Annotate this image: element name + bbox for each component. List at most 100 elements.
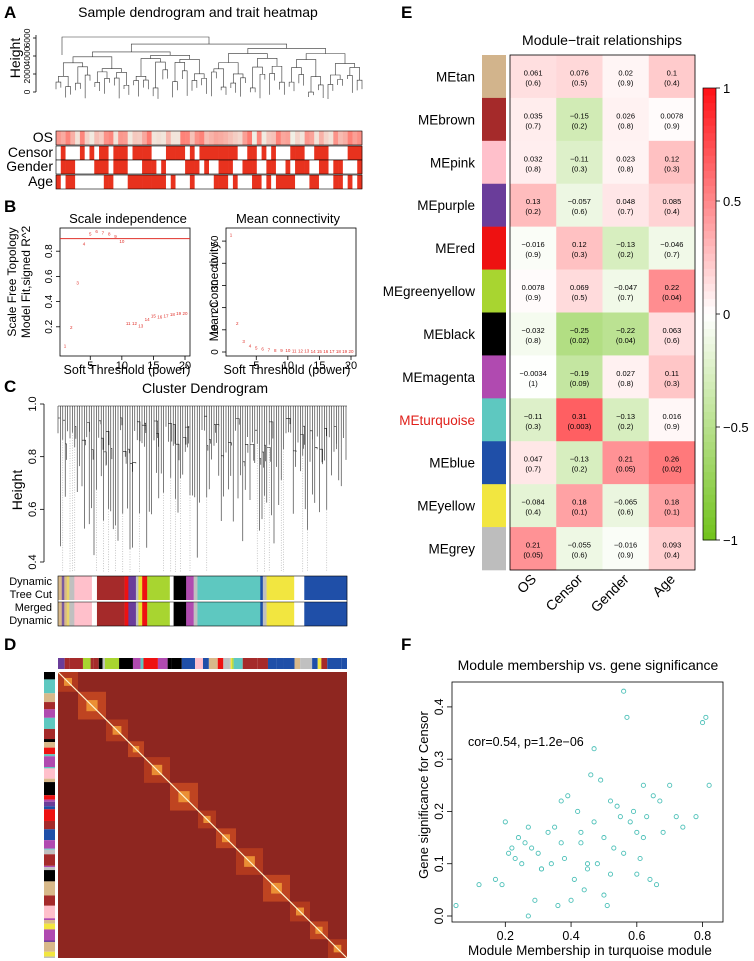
scale-independence-ytick-label: 0.6 bbox=[44, 269, 55, 283]
scatter-point bbox=[578, 840, 584, 846]
panel-b: B Scale independence Scale Free Topology… bbox=[4, 197, 357, 377]
merged-dynamic-segment bbox=[260, 602, 264, 626]
trait-cell bbox=[228, 146, 234, 160]
panel-e-letter: E bbox=[401, 3, 412, 22]
heatmap-cell-pvalue: (0.8) bbox=[618, 379, 634, 388]
trait-column-label-os: OS bbox=[514, 571, 540, 597]
trait-cell bbox=[108, 131, 114, 145]
trait-cell bbox=[299, 131, 305, 145]
colorbar-step bbox=[703, 201, 716, 210]
trait-cell bbox=[204, 131, 210, 145]
trait-cell bbox=[175, 146, 181, 160]
heatmap-cell bbox=[602, 97, 649, 142]
trait-cell bbox=[122, 175, 129, 189]
heatmap-cell bbox=[602, 183, 649, 227]
heatmap-cell bbox=[556, 55, 603, 99]
scale-independence-xlabel: Soft Threshold (power) bbox=[64, 363, 191, 377]
cluster-ytick-label: 0.4 bbox=[27, 554, 39, 569]
trait-cell bbox=[142, 160, 148, 174]
scatter-point bbox=[693, 814, 699, 820]
colorbar-step bbox=[703, 419, 716, 428]
heatmap-cell-pvalue: (0.6) bbox=[525, 78, 541, 87]
colorbar-step bbox=[703, 148, 716, 157]
colorbar-step bbox=[703, 517, 716, 526]
tom-top-strip-segment bbox=[195, 658, 203, 669]
scatter-correlation-annotation: cor=0.54, p=1.2e−06 bbox=[468, 735, 584, 749]
colorbar-tick-label: −0.5 bbox=[723, 420, 749, 435]
panel-a-sample-dendrogram bbox=[55, 36, 363, 99]
scatter-point bbox=[630, 808, 637, 815]
trait-cell bbox=[275, 160, 282, 174]
trait-cell bbox=[199, 160, 205, 174]
module-color-swatch bbox=[482, 484, 506, 528]
heatmap-cell-pvalue: (0.3) bbox=[525, 422, 541, 431]
mean-connectivity-point: 15 bbox=[317, 349, 323, 354]
trait-cell bbox=[118, 146, 124, 160]
panel-c: C Cluster Dendrogram Height 0.4 0.6 0.8 1.0… bbox=[4, 377, 348, 627]
tom-top-strip-segment bbox=[69, 658, 83, 669]
trait-cell bbox=[357, 160, 363, 174]
scatter-point bbox=[512, 855, 518, 862]
dynamic-tree-cut-segment bbox=[58, 576, 62, 600]
trait-cell bbox=[252, 160, 258, 174]
heatmap-cell-pvalue: (0.2) bbox=[572, 465, 588, 474]
trait-cell bbox=[56, 146, 62, 160]
colorbar-step bbox=[703, 276, 716, 285]
trait-cell bbox=[333, 160, 339, 174]
scale-independence-point: 19 bbox=[176, 311, 182, 316]
scatter-point bbox=[561, 855, 568, 862]
mean-connectivity-point: 8 bbox=[274, 348, 277, 353]
trait-cell bbox=[199, 146, 205, 160]
scatter-ytick-label: 0.0 bbox=[432, 907, 446, 924]
scale-independence-point: 12 bbox=[132, 321, 138, 326]
trait-cell bbox=[65, 175, 71, 189]
colorbar-step bbox=[703, 95, 716, 104]
panel-a-ytick-label: 6000 bbox=[22, 28, 32, 47]
tom-left-strip-segment bbox=[44, 854, 55, 866]
colorbar-step bbox=[703, 472, 716, 481]
dynamic-tree-cut-segment bbox=[142, 576, 148, 600]
tom-top-strip-segment bbox=[167, 658, 172, 669]
colorbar-step bbox=[703, 449, 716, 458]
colorbar-step bbox=[703, 208, 716, 217]
trait-cell bbox=[99, 146, 105, 160]
heatmap-cell-pvalue: (0.7) bbox=[618, 207, 634, 216]
trait-row-frame bbox=[55, 159, 363, 175]
scatter-point bbox=[578, 829, 584, 835]
tom-left-strip-segment bbox=[44, 956, 55, 958]
scale-independence-point: 5 bbox=[89, 232, 92, 237]
trait-cell bbox=[323, 131, 329, 145]
trait-cell bbox=[142, 175, 148, 189]
trait-cell bbox=[99, 175, 105, 189]
trait-cell bbox=[180, 146, 186, 160]
scatter-plot: 0.2 0.4 0.6 0.8 0.0 0.1 0.2 0.3 0.4 bbox=[432, 688, 712, 943]
trait-cell bbox=[237, 175, 243, 189]
trait-cell bbox=[256, 160, 262, 174]
mean-connectivity-ytick-label: 50 bbox=[210, 235, 221, 247]
colorbar-step bbox=[703, 404, 716, 413]
heatmap-cell bbox=[648, 55, 696, 99]
scale-independence-point: 4 bbox=[83, 242, 86, 247]
heatmap-cell bbox=[648, 398, 696, 442]
heatmap-cell-pvalue: (0.2) bbox=[618, 250, 634, 259]
heatmap-cell bbox=[602, 226, 649, 270]
merged-dynamic-segment bbox=[266, 602, 295, 626]
colorbar-step bbox=[703, 268, 716, 277]
scatter-point bbox=[492, 876, 499, 882]
trait-cell bbox=[137, 131, 143, 145]
merged-dynamic-segment bbox=[294, 602, 305, 626]
trait-cell bbox=[304, 175, 310, 189]
tom-left-strip-segment bbox=[44, 848, 55, 850]
scatter-point bbox=[640, 835, 646, 841]
trait-cell bbox=[75, 131, 81, 145]
colorbar-step bbox=[703, 359, 716, 368]
trait-cell bbox=[194, 131, 200, 145]
dynamic-tree-cut-segment bbox=[96, 576, 125, 600]
colorbar-step bbox=[703, 193, 716, 202]
trait-cell bbox=[237, 160, 243, 174]
trait-cell bbox=[328, 131, 334, 145]
trait-cell bbox=[252, 146, 258, 160]
trait-cell bbox=[79, 175, 85, 189]
trait-cell bbox=[228, 160, 234, 174]
